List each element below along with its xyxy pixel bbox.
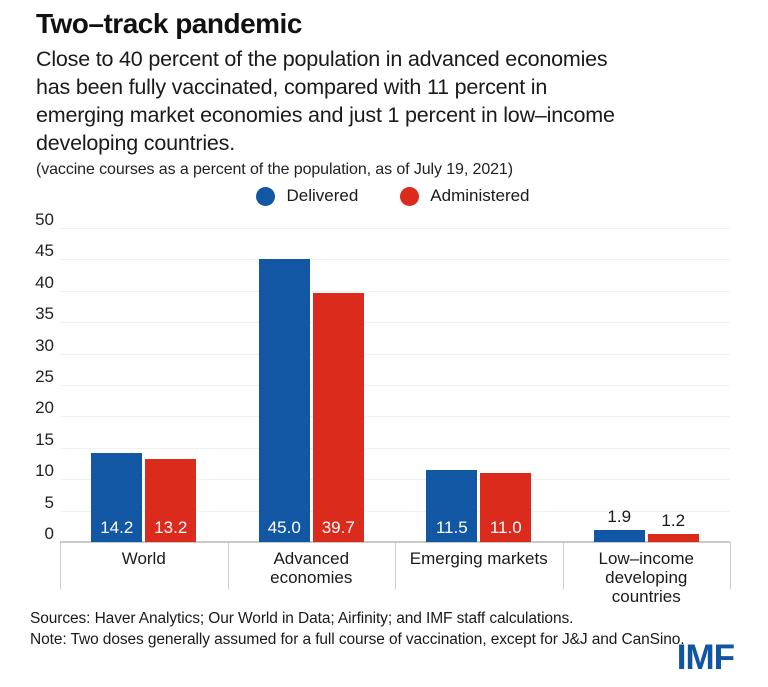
y-axis-tick-label: 0 (44, 524, 54, 543)
gridline (60, 416, 730, 418)
subtitle: Close to 40 percent of the population in… (36, 45, 738, 157)
bar-delivered-0 (91, 452, 143, 542)
category-separator (730, 542, 731, 589)
bar-value-label: 1.9 (607, 507, 632, 527)
bar-delivered-1 (258, 259, 310, 542)
x-axis-category-label: Emerging markets (409, 549, 548, 568)
category-separator (562, 542, 564, 589)
legend-item-delivered: Delivered (256, 186, 358, 206)
y-axis-tick-label: 40 (35, 272, 54, 292)
x-axis-category-label: Low–income developing countries (598, 549, 694, 606)
legend: Delivered Administered (0, 186, 768, 206)
bar-administered-0 (145, 459, 197, 542)
page-title: Two–track pandemic (36, 8, 302, 39)
y-axis-tick-label: 30 (35, 335, 54, 355)
bar-administered-2 (480, 472, 532, 542)
sources-text: Sources: Haver Analytics; Our World in D… (30, 610, 574, 627)
subtitle-line: Close to 40 percent of the population in… (36, 47, 608, 71)
bar-delivered-2 (426, 469, 478, 542)
bar-administered-3 (647, 534, 699, 542)
subtitle-line: emerging market economies and just 1 per… (36, 103, 615, 127)
x-axis-category-label: World (121, 549, 166, 568)
x-axis-category-label: Advanced economies (270, 549, 353, 587)
bar-value-label: 14.2 (100, 518, 134, 537)
gridline (60, 385, 730, 386)
bar-value-label: 39.7 (321, 518, 355, 537)
imf-logo: IMF (676, 638, 735, 677)
y-axis-tick-label: 35 (35, 304, 54, 324)
gridline (60, 228, 730, 229)
gridline (60, 259, 730, 261)
y-axis-tick-label: 5 (44, 492, 54, 512)
bar-value-label: 1.2 (661, 511, 686, 531)
gridline (60, 322, 730, 324)
subtitle-line: has been fully vaccinated, compared with… (36, 75, 548, 99)
gridline (60, 447, 730, 449)
legend-item-administered: Administered (400, 186, 530, 206)
footer: Sources: Haver Analytics; Our World in D… (30, 608, 740, 650)
y-axis-tick-label: 10 (35, 461, 54, 481)
legend-swatch-delivered (256, 186, 276, 206)
header: Two–track pandemic Close to 40 percent o… (0, 0, 768, 179)
category-separator (395, 542, 396, 589)
category-separator (227, 542, 229, 589)
subtitle-line: developing countries. (36, 131, 235, 155)
y-axis-tick-label: 45 (35, 241, 54, 261)
bar-value-label: 45.0 (267, 518, 301, 537)
y-axis-tick-label: 50 (35, 210, 54, 229)
gridline (60, 353, 730, 355)
gridline (60, 510, 730, 512)
legend-swatch-administered (400, 186, 420, 206)
y-axis-tick-label: 25 (35, 367, 54, 386)
category-separator (60, 542, 61, 589)
bar-delivered-3 (593, 530, 645, 542)
legend-label: Administered (430, 186, 530, 205)
bar-value-label: 13.2 (154, 518, 188, 537)
bar-value-label: 11.5 (435, 518, 468, 537)
bar-administered-1 (312, 292, 364, 542)
legend-label: Delivered (286, 186, 359, 205)
bar-value-label: 11.0 (489, 518, 522, 537)
chart-caption: (vaccine courses as a percent of the pop… (36, 161, 513, 178)
y-axis-tick-label: 20 (35, 398, 54, 418)
gridline (60, 290, 730, 292)
gridline (60, 479, 730, 481)
note-text: Note: Two doses generally assumed for a … (30, 631, 685, 648)
y-axis-tick-label: 15 (35, 429, 54, 449)
